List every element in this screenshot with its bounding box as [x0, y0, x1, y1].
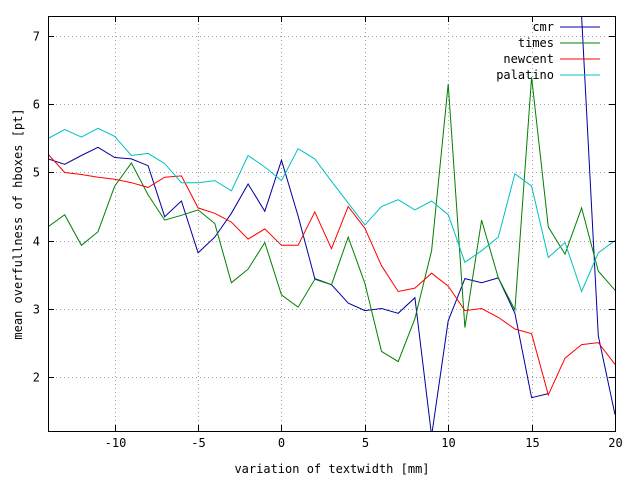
- legend-label-palatino: palatino: [496, 68, 554, 82]
- y-tick-label: 6: [33, 98, 40, 112]
- y-tick-label: 7: [33, 30, 40, 44]
- y-tick-label: 2: [33, 371, 40, 385]
- gridlines: [48, 16, 616, 431]
- x-tick-label: 5: [362, 436, 369, 450]
- axis-ticks: -10 -5 0 5 10 15 20 2 3 4 5 6 7: [33, 16, 623, 450]
- series-line-times: [48, 77, 615, 363]
- x-tick-label: 20: [608, 436, 622, 450]
- y-tick-label: 5: [33, 166, 40, 180]
- x-tick-label: 0: [278, 436, 285, 450]
- plot-frame: [48, 16, 616, 432]
- legend-label-cmr: cmr: [532, 20, 554, 34]
- x-tick-label: 10: [441, 436, 455, 450]
- x-axis-title: variation of textwidth [mm]: [234, 462, 429, 476]
- series-line-newcent: [48, 153, 615, 397]
- series-line-cmr: [48, 16, 615, 431]
- y-axis-title: mean overfullness of hboxes [pt]: [11, 108, 25, 339]
- legend: cmr times newcent palatino: [496, 20, 600, 82]
- x-tick-label: 15: [525, 436, 539, 450]
- legend-label-times: times: [518, 36, 554, 50]
- series-line-palatino: [48, 127, 615, 293]
- x-tick-label: -5: [191, 436, 205, 450]
- series-lines: [48, 16, 615, 431]
- y-tick-label: 4: [33, 235, 40, 249]
- legend-label-newcent: newcent: [503, 52, 554, 66]
- y-tick-label: 3: [33, 303, 40, 317]
- x-tick-label: -10: [105, 436, 127, 450]
